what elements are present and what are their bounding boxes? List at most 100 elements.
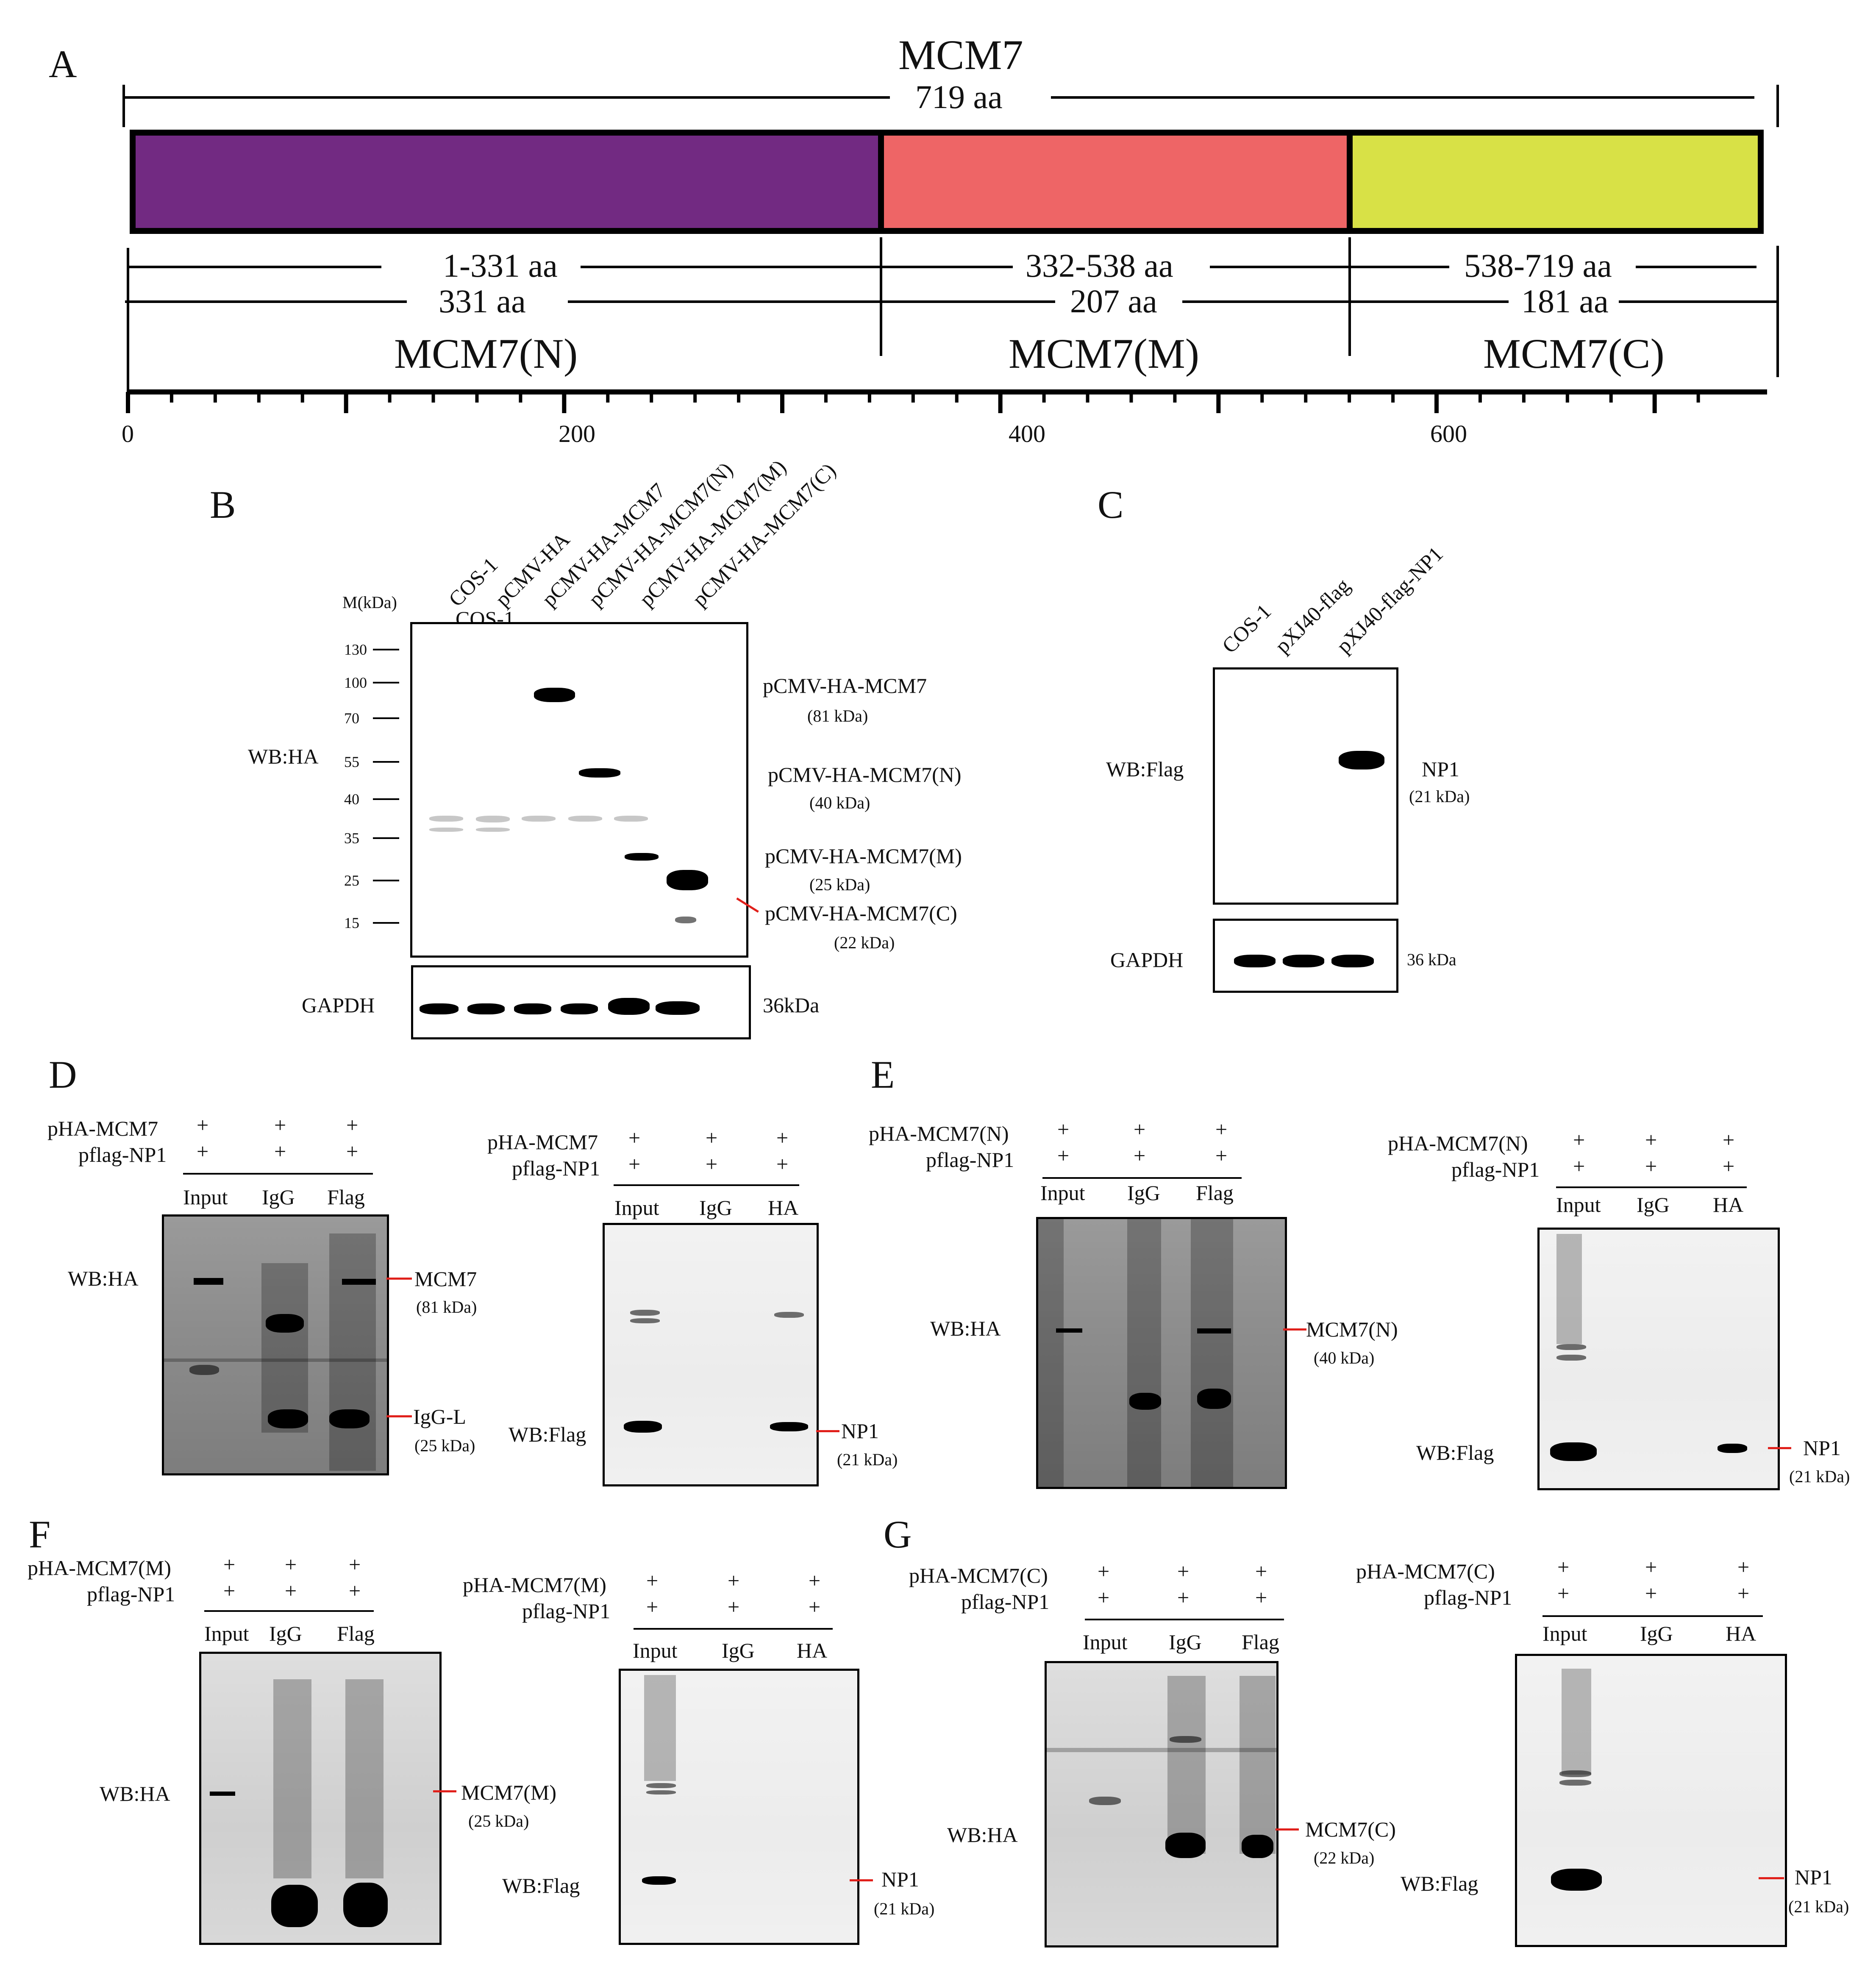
blot-c-flag xyxy=(1213,667,1398,905)
marker-tick xyxy=(373,717,399,719)
blot-e-ha xyxy=(1036,1217,1287,1489)
plus-sign: + xyxy=(646,1595,659,1619)
blot-b-gapdh xyxy=(411,965,751,1039)
lane-label: IgG xyxy=(1640,1622,1673,1645)
construct-row-1: pHA-MCM7(C) xyxy=(909,1564,1048,1587)
domain-m-range: 332-538 aa xyxy=(1026,247,1173,284)
plus-sign: + xyxy=(349,1553,361,1576)
domain-diagram xyxy=(122,85,1779,413)
plus-sign: + xyxy=(223,1553,236,1576)
wb-label: WB:HA xyxy=(100,1782,170,1806)
plus-sign: + xyxy=(1134,1144,1146,1167)
plus-sign: + xyxy=(1645,1128,1657,1152)
marker-tick xyxy=(373,922,399,924)
band-size: (21 kDa) xyxy=(874,1899,935,1918)
band-size: (21 kDa) xyxy=(1409,787,1470,806)
marker-label: 15 xyxy=(344,914,359,931)
plus-sign: + xyxy=(646,1569,659,1592)
blot-d-flag xyxy=(603,1223,819,1486)
construct-row-1: pHA-MCM7(N) xyxy=(1388,1131,1528,1155)
lane-label: Input xyxy=(1556,1193,1601,1217)
loading-label: GAPDH xyxy=(302,993,375,1017)
band-mcm7-n xyxy=(579,768,620,778)
loading-size: 36kDa xyxy=(763,993,820,1017)
total-length-label: 719 aa xyxy=(915,78,1003,115)
domain-n-bar xyxy=(130,130,884,234)
lane-label: Flag xyxy=(1196,1181,1234,1205)
lane-label: HA xyxy=(1713,1193,1744,1217)
marker-tick xyxy=(373,761,399,763)
plus-sign: + xyxy=(1057,1144,1070,1167)
band-size: (21 kDa) xyxy=(837,1450,898,1469)
lane-label: IgG xyxy=(1169,1630,1202,1654)
construct-row-2: pflag-NP1 xyxy=(512,1156,600,1180)
marker-label: 40 xyxy=(344,791,359,808)
protein-title: MCM7 xyxy=(898,31,1023,78)
plus-sign: + xyxy=(1723,1128,1735,1152)
construct-row-2: pflag-NP1 xyxy=(961,1590,1050,1614)
band-size: (81 kDa) xyxy=(416,1297,477,1317)
plus-sign: + xyxy=(274,1139,286,1163)
marker-label: 100 xyxy=(344,674,367,691)
marker-tick xyxy=(373,682,399,683)
lane-label: IgG xyxy=(699,1196,732,1220)
domain-m-bar xyxy=(878,130,1353,234)
band-size: (25 kDa) xyxy=(809,875,870,894)
construct-row-1: pHA-MCM7 xyxy=(487,1130,598,1154)
plus-sign: + xyxy=(1177,1586,1190,1609)
band-label: pCMV-HA-MCM7 xyxy=(763,674,927,697)
panel-e-letter: E xyxy=(871,1053,895,1096)
blot-g-ha xyxy=(1045,1661,1278,1947)
band-size: (25 kDa) xyxy=(468,1811,529,1831)
plus-sign: + xyxy=(1645,1581,1657,1605)
marker-label: 35 xyxy=(344,830,359,847)
plus-sign: + xyxy=(197,1139,209,1163)
plus-sign: + xyxy=(285,1579,297,1603)
wb-label: WB:Flag xyxy=(502,1874,580,1897)
construct-row-1: pHA-MCM7(M) xyxy=(28,1556,171,1580)
lane-label: Input xyxy=(1542,1622,1587,1645)
construct-row-2: pflag-NP1 xyxy=(522,1599,611,1623)
band-label: MCM7 xyxy=(414,1267,477,1291)
band-label: pCMV-HA-MCM7(N) xyxy=(768,763,962,786)
construct-row-1: pHA-MCM7 xyxy=(47,1117,158,1140)
blot-d-ha xyxy=(162,1214,389,1475)
lane-label: IgG xyxy=(722,1639,755,1662)
wb-label: WB:Flag xyxy=(1416,1441,1494,1464)
band-label: NP1 xyxy=(881,1867,919,1891)
plus-sign: + xyxy=(1215,1117,1228,1141)
plus-sign: + xyxy=(1177,1559,1190,1583)
domain-n-length: 331 aa xyxy=(439,283,526,319)
plus-sign: + xyxy=(628,1152,641,1176)
blot-f-ha xyxy=(199,1652,442,1945)
band-mcm7-c xyxy=(667,870,708,890)
loading-size: 36 kDa xyxy=(1407,950,1456,969)
lane-label: HA xyxy=(768,1196,799,1220)
plus-sign: + xyxy=(223,1579,236,1603)
plus-sign: + xyxy=(349,1579,361,1603)
band-size: (22 kDa) xyxy=(834,933,895,952)
panel-g-letter: G xyxy=(884,1513,912,1556)
marker-label: 70 xyxy=(344,710,359,727)
marker-label: 130 xyxy=(344,641,367,658)
plus-sign: + xyxy=(1557,1581,1570,1605)
plus-sign: + xyxy=(728,1595,740,1619)
band-label: MCM7(C) xyxy=(1305,1817,1396,1841)
construct-row-2: pflag-NP1 xyxy=(926,1148,1014,1172)
plus-sign: + xyxy=(1057,1117,1070,1141)
lane-label: Input xyxy=(614,1196,659,1220)
band-label: pCMV-HA-MCM7(C) xyxy=(765,901,957,925)
band-label: NP1 xyxy=(841,1419,879,1443)
lane-label: HA xyxy=(1726,1622,1756,1645)
wb-label: WB:Flag xyxy=(1106,757,1184,781)
plus-sign: + xyxy=(197,1113,209,1137)
plus-sign: + xyxy=(274,1113,286,1137)
band-size: (40 kDa) xyxy=(809,793,870,812)
axis-tick-label: 0 xyxy=(122,420,134,447)
wb-label: WB:HA xyxy=(248,744,319,768)
wb-label: WB:HA xyxy=(930,1317,1001,1340)
blot-g-flag xyxy=(1515,1654,1787,1947)
panel-c-letter: C xyxy=(1098,483,1124,526)
lane-label: IgG xyxy=(1127,1181,1160,1205)
domain-c-range: 538-719 aa xyxy=(1464,247,1612,284)
